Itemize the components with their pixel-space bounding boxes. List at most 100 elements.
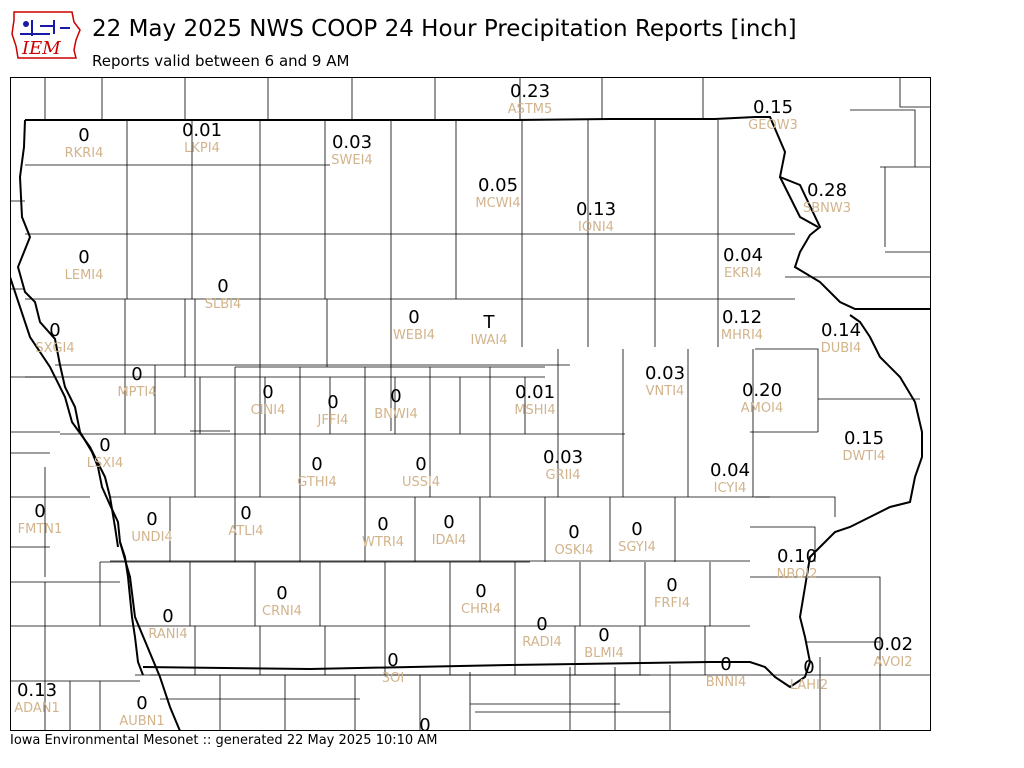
station-id: IWAI4 — [471, 333, 508, 348]
report-value: 0 — [415, 454, 426, 475]
station-id: RADI4 — [522, 635, 562, 650]
station-id: ATLI4 — [228, 524, 263, 539]
station-id: WEBI4 — [393, 328, 435, 343]
station-id: RKRI4 — [65, 146, 104, 161]
county-lines — [10, 77, 930, 731]
report-value: 0 — [78, 247, 89, 268]
station-id: AVOI2 — [873, 655, 912, 670]
iem-logo: IEM — [11, 11, 81, 59]
station-id: LAHI2 — [790, 678, 828, 693]
report-value: 0 — [377, 514, 388, 535]
station-id: DUBI4 — [821, 341, 862, 356]
station-id: GRII4 — [545, 468, 580, 483]
station-id: IONI4 — [578, 220, 614, 235]
station-id: ASTM5 — [508, 102, 553, 117]
report-value: T — [483, 312, 496, 333]
report-value: 0 — [568, 522, 579, 543]
station-id: CINI4 — [251, 403, 286, 418]
report-value: 0 — [136, 693, 147, 714]
station-id: 3OI — [382, 671, 404, 686]
station-id: BNNI4 — [706, 675, 746, 690]
station-id: WTRI4 — [362, 535, 404, 550]
report-value: 0.02 — [873, 634, 913, 655]
station-id: SWEI4 — [331, 153, 372, 168]
report-value: 0.04 — [710, 460, 750, 481]
station-id: MPTI4 — [117, 385, 156, 400]
station-id: IDAI4 — [432, 533, 467, 548]
station-id: ICYI4 — [714, 481, 747, 496]
svg-text:IEM: IEM — [21, 38, 61, 59]
report-value: 0 — [276, 583, 287, 604]
station-id: EKRI4 — [724, 266, 762, 281]
report-value: 0 — [408, 307, 419, 328]
station-id: MHRI4 — [721, 328, 763, 343]
report-value: 0.13 — [576, 199, 616, 220]
station-id: FRFI4 — [654, 596, 690, 611]
station-id: VNTI4 — [646, 384, 685, 399]
report-value: 0.14 — [821, 320, 861, 341]
station-id: FMTN1 — [18, 522, 63, 537]
report-value: 0.15 — [844, 428, 884, 449]
report-value: 0.03 — [645, 363, 685, 384]
report-value: 0 — [78, 125, 89, 146]
report-value: 0.10 — [777, 546, 817, 567]
station-id: BLMI4 — [584, 646, 623, 661]
report-value: 0.03 — [543, 447, 583, 468]
station-id: BNWI4 — [374, 407, 418, 422]
footer-credit: Iowa Environmental Mesonet :: generated … — [10, 733, 438, 748]
report-value: 0.01 — [515, 382, 555, 403]
station-id: AMOI4 — [741, 401, 783, 416]
report-value: 0 — [443, 512, 454, 533]
report-value: 0 — [536, 614, 547, 635]
station-id: NBOI2 — [777, 567, 818, 582]
station-id: SLBI4 — [205, 297, 242, 312]
report-value-unlabeled: 0 — [419, 715, 430, 731]
map-subtitle: Reports valid between 6 and 9 AM — [92, 52, 350, 70]
report-value: 0 — [34, 501, 45, 522]
report-value: 0 — [390, 386, 401, 407]
station-id: SGYI4 — [618, 540, 656, 555]
report-value: 0.12 — [722, 307, 762, 328]
report-value: 0 — [803, 657, 814, 678]
station-id: MCWI4 — [475, 196, 520, 211]
report-value: 0 — [99, 435, 110, 456]
report-value: 0 — [131, 364, 142, 385]
report-value: 0.15 — [753, 97, 793, 118]
station-id: AUBN1 — [119, 714, 164, 729]
report-value: 0.01 — [182, 120, 222, 141]
station-id: GEOW3 — [748, 118, 798, 133]
station-id: RANI4 — [148, 627, 187, 642]
report-value: 0 — [262, 382, 273, 403]
station-id: CHRI4 — [461, 602, 501, 617]
report-value: 0 — [327, 392, 338, 413]
report-value: 0 — [49, 320, 60, 341]
station-id: CRNI4 — [262, 604, 302, 619]
map-title: 22 May 2025 NWS COOP 24 Hour Precipitati… — [92, 16, 797, 42]
report-value: 0 — [146, 509, 157, 530]
report-value: 0 — [598, 625, 609, 646]
report-value: 0 — [631, 519, 642, 540]
report-value: 0.13 — [17, 680, 57, 701]
station-id: OSKI4 — [554, 543, 593, 558]
report-value: 0.05 — [478, 175, 518, 196]
station-id: GTHI4 — [297, 475, 336, 490]
station-id: SXGI4 — [35, 341, 74, 356]
report-value: 0 — [311, 454, 322, 475]
report-value: 0.03 — [332, 132, 372, 153]
station-id: MSHI4 — [514, 403, 555, 418]
station-id: UNDI4 — [131, 530, 172, 545]
station-id: ADAN1 — [14, 701, 60, 716]
station-id: USSI4 — [402, 475, 440, 490]
report-value: 0 — [475, 581, 486, 602]
report-value: 0.20 — [742, 380, 782, 401]
report-value: 0 — [720, 654, 731, 675]
station-id: LSXI4 — [87, 456, 124, 471]
report-value: 0.04 — [723, 245, 763, 266]
report-value: 0 — [387, 650, 398, 671]
report-value: 0.23 — [510, 81, 550, 102]
station-id: LEMI4 — [65, 268, 104, 283]
report-value: 0 — [666, 575, 677, 596]
report-value: 0 — [217, 276, 228, 297]
